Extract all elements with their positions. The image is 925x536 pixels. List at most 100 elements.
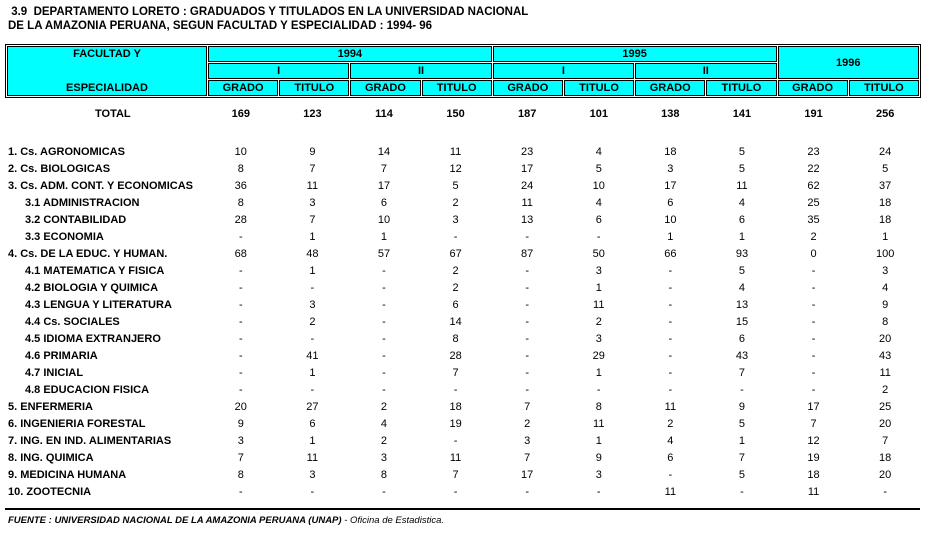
- cell-value: 2: [309, 315, 316, 328]
- row-label: 2. Cs. BIOLOGICAS: [8, 162, 111, 175]
- cell-value: -: [525, 366, 529, 379]
- cell-value: 41: [306, 349, 319, 362]
- cell-value: -: [596, 230, 601, 243]
- cell-value: 11: [593, 298, 605, 311]
- header-grado: GRADO: [635, 80, 706, 96]
- table-row: 8. ING. QUIMICA 7 11 3 11 7 9 6 7 19 18: [5, 449, 921, 466]
- cell-value: 11: [593, 417, 605, 430]
- source-note: FUENTE : UNIVERSIDAD NACIONAL DE LA AMAZ…: [8, 515, 444, 526]
- cell-value: -: [238, 383, 243, 396]
- cell-value: 48: [306, 247, 319, 260]
- cell-value: 256: [875, 108, 895, 120]
- cell-value: 6: [595, 213, 602, 226]
- cell-value: -: [811, 366, 816, 379]
- cell-value: -: [238, 366, 243, 379]
- cell-value: -: [382, 366, 386, 379]
- cell-value: 7: [810, 417, 817, 430]
- source-rest: - Oficina de Estadistica.: [341, 515, 444, 526]
- cell-value: 100: [875, 247, 895, 260]
- header-facultad-especialidad: FACULTAD Y ESPECIALIDAD: [7, 46, 207, 96]
- cell-value: 18: [879, 196, 892, 209]
- table-row: 5. ENFERMERIA 20 27 2 18 7 8 11 9 17 25: [5, 398, 921, 415]
- cell-value: 4: [595, 196, 602, 209]
- cell-value: -: [668, 366, 673, 379]
- cell-value: -: [525, 315, 529, 328]
- cell-value: 1: [882, 230, 889, 243]
- cell-value: -: [382, 281, 386, 294]
- cell-value: 8: [452, 332, 459, 345]
- header-facultad-label: FACULTAD Y: [73, 48, 141, 60]
- cell-value: 57: [377, 247, 391, 260]
- cell-value: 18: [449, 400, 462, 413]
- cell-value: 62: [807, 179, 820, 192]
- cell-value: 7: [309, 213, 316, 226]
- cell-value: -: [238, 298, 243, 311]
- cell-value: 11: [449, 451, 462, 464]
- cell-value: -: [668, 264, 673, 277]
- cell-value: -: [811, 315, 816, 328]
- cell-value: -: [811, 349, 816, 362]
- cell-value: 3: [309, 196, 316, 209]
- cell-value: 5: [738, 417, 746, 430]
- cell-value: 7: [452, 366, 459, 379]
- cell-value: 7: [738, 366, 746, 379]
- cell-value: 3: [524, 434, 531, 447]
- cell-value: 17: [807, 400, 820, 413]
- header-1994-sem-1: I: [208, 63, 350, 79]
- cell-value: -: [525, 485, 529, 498]
- cell-value: -: [668, 315, 673, 328]
- table-row: 9. MEDICINA HUMANA 8 3 8 7 17 3 - 5 18 20: [5, 466, 921, 483]
- header-grado: GRADO: [208, 80, 279, 96]
- row-label: 4.7 INICIAL: [25, 366, 84, 379]
- cell-value: 1: [380, 230, 388, 243]
- cell-value: 18: [664, 145, 677, 158]
- cell-value: 11: [736, 179, 748, 192]
- cell-value: 28: [234, 213, 247, 226]
- cell-value: 9: [595, 451, 602, 464]
- row-label: 7. ING. EN IND. ALIMENTARIAS: [8, 434, 172, 447]
- header-titulo: TITULO: [563, 80, 635, 96]
- total-row-label: TOTAL: [95, 108, 131, 120]
- cell-value: 18: [879, 451, 892, 464]
- cell-value: 20: [879, 417, 892, 430]
- cell-value: 3: [452, 213, 459, 226]
- cell-value: 150: [446, 108, 465, 120]
- table-row: 4.4 Cs. SOCIALES - 2 - 14 - 2 - 15 - 8: [5, 313, 921, 330]
- cell-value: -: [525, 298, 529, 311]
- cell-value: -: [668, 383, 673, 396]
- row-label: 4.5 IDIOMA EXTRANJERO: [25, 332, 161, 345]
- cell-value: -: [238, 349, 243, 362]
- cell-value: 66: [664, 247, 677, 260]
- cell-value: 6: [309, 417, 316, 430]
- cell-value: -: [310, 281, 315, 294]
- cell-value: 12: [449, 162, 462, 175]
- row-label: 3. Cs. ADM. CONT. Y ECONOMICAS: [8, 179, 193, 192]
- cell-value: 17: [521, 468, 534, 481]
- source-main: FUENTE : UNIVERSIDAD NACIONAL DE LA AMAZ…: [8, 515, 342, 526]
- cell-value: 7: [452, 468, 459, 481]
- row-label: 6. INGENIERIA FORESTAL: [8, 417, 146, 430]
- row-label: 3.3 ECONOMIA: [25, 230, 104, 243]
- cell-value: -: [596, 383, 601, 396]
- cell-value: 3: [309, 468, 316, 481]
- cell-value: 2: [452, 264, 459, 277]
- row-label: 8. ING. QUIMICA: [8, 451, 94, 464]
- cell-value: -: [238, 315, 243, 328]
- table-row: 3.1 ADMINISTRACION 8 3 6 2 11 4 6 4 25 18: [5, 194, 921, 211]
- row-label: 1. Cs. AGRONOMICAS: [8, 145, 125, 158]
- cell-value: 11: [521, 196, 533, 209]
- cell-value: 8: [882, 315, 889, 328]
- cell-value: 114: [375, 108, 393, 120]
- header-titulo: TITULO: [421, 80, 492, 96]
- cell-value: 11: [879, 366, 891, 379]
- cell-value: 25: [879, 400, 892, 413]
- cell-value: 9: [882, 298, 889, 311]
- cell-value: 101: [589, 108, 608, 120]
- cell-value: 20: [879, 332, 892, 345]
- table-header: FACULTAD Y ESPECIALIDAD 1994 1995 1996 I…: [5, 44, 921, 98]
- bottom-divider: [5, 508, 920, 510]
- header-1995-sem-2: II: [635, 63, 777, 79]
- cell-value: 3: [309, 298, 316, 311]
- cell-value: 2: [810, 230, 817, 243]
- cell-value: 11: [807, 485, 820, 498]
